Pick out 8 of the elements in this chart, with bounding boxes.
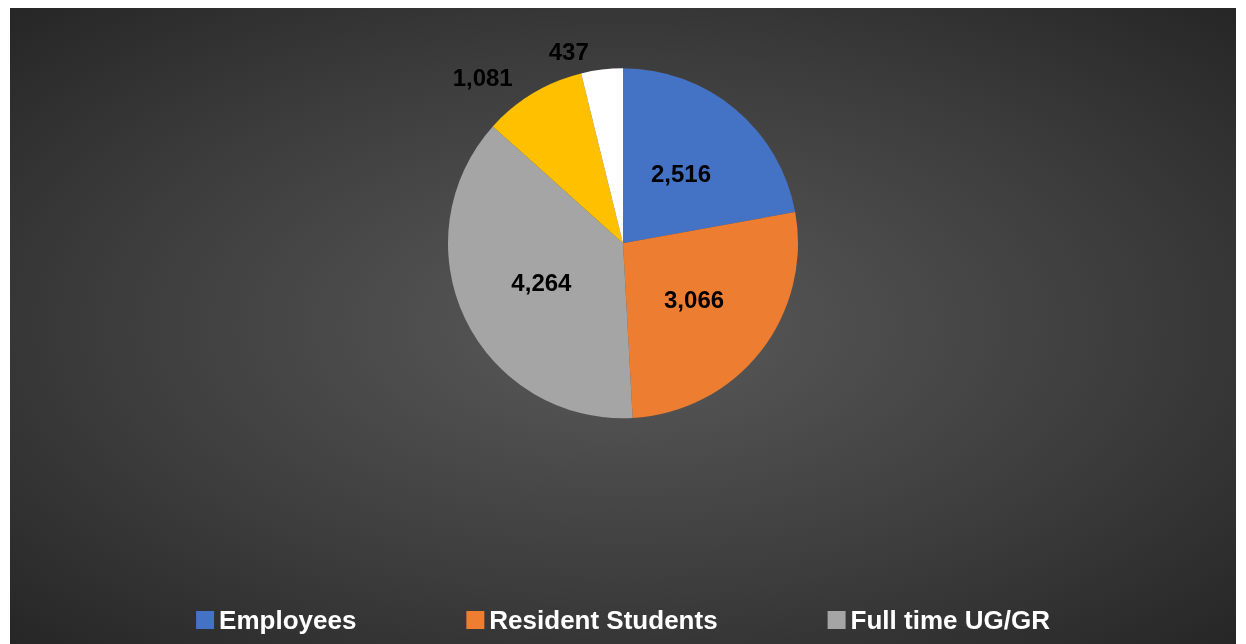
data-label: 1,081	[452, 64, 513, 92]
legend-label: Employees	[219, 605, 357, 635]
legend-label: Full time UG/GR	[850, 605, 1051, 635]
legend-label: Resident Students	[489, 605, 718, 635]
data-label: 3,066	[664, 285, 725, 313]
data-label: 437	[548, 38, 589, 66]
data-label: 4,264	[511, 268, 573, 296]
data-label: 2,516	[650, 160, 712, 188]
